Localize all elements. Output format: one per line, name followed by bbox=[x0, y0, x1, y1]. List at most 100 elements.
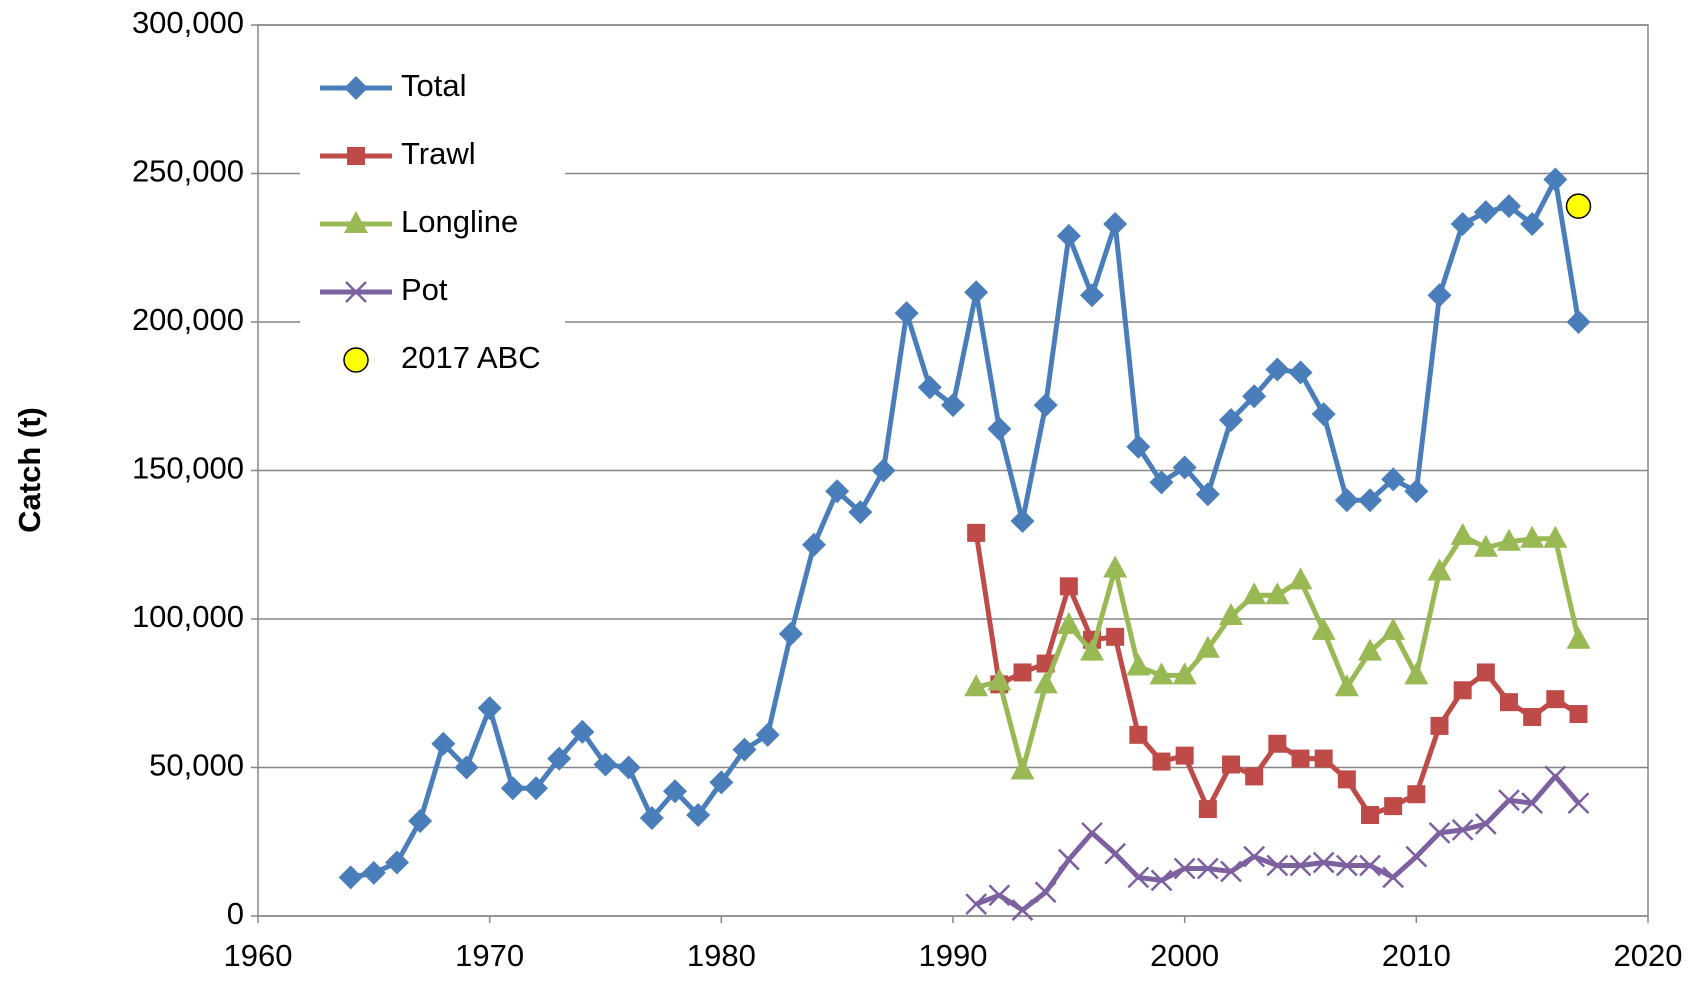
data-point bbox=[454, 755, 479, 780]
data-point bbox=[616, 755, 641, 780]
data-point bbox=[385, 850, 409, 875]
data-point bbox=[1361, 806, 1379, 825]
data-point bbox=[431, 731, 456, 756]
data-point bbox=[1103, 555, 1128, 578]
data-point bbox=[1334, 488, 1359, 513]
data-point bbox=[1314, 749, 1333, 768]
data-point bbox=[547, 746, 572, 771]
data-point bbox=[1430, 716, 1449, 735]
data-point bbox=[1242, 582, 1267, 605]
data-point bbox=[1010, 508, 1035, 533]
data-point bbox=[732, 737, 757, 762]
data-point bbox=[871, 458, 896, 483]
data-point bbox=[1543, 167, 1568, 192]
data-point bbox=[1474, 813, 1497, 835]
data-point bbox=[1080, 283, 1104, 308]
legend-label: Total bbox=[401, 68, 466, 103]
data-point bbox=[1566, 626, 1591, 649]
series-line bbox=[975, 773, 1581, 913]
data-point bbox=[1521, 792, 1544, 815]
data-point bbox=[1222, 755, 1240, 774]
data-point bbox=[825, 479, 850, 504]
data-point bbox=[1546, 690, 1565, 709]
data-point bbox=[1404, 479, 1429, 504]
data-point bbox=[964, 280, 989, 305]
data-point bbox=[967, 523, 986, 542]
data-point bbox=[1103, 211, 1128, 236]
data-point bbox=[1312, 851, 1335, 874]
data-point bbox=[1195, 635, 1220, 658]
data-point bbox=[1175, 746, 1194, 765]
data-point bbox=[1288, 360, 1313, 385]
data-point bbox=[1567, 792, 1590, 815]
data-point bbox=[1172, 455, 1197, 480]
data-point bbox=[1011, 899, 1034, 921]
x-tick-label: 2010 bbox=[1382, 938, 1451, 973]
data-point bbox=[1242, 384, 1267, 409]
data-point bbox=[1384, 797, 1403, 816]
data-point bbox=[941, 393, 965, 418]
data-point bbox=[1265, 582, 1290, 605]
data-point bbox=[1129, 725, 1148, 744]
y-tick-label: 0 bbox=[227, 896, 244, 931]
data-point bbox=[1291, 749, 1310, 768]
data-point bbox=[639, 805, 664, 830]
data-point bbox=[1565, 193, 1592, 219]
data-point bbox=[802, 532, 826, 557]
data-point bbox=[1057, 848, 1080, 871]
data-point bbox=[1451, 818, 1474, 841]
data-point bbox=[361, 860, 386, 885]
y-tick-label: 100,000 bbox=[132, 599, 244, 634]
data-point bbox=[1335, 854, 1358, 877]
data-point bbox=[1337, 770, 1356, 789]
data-point bbox=[1243, 845, 1266, 868]
data-point bbox=[1127, 866, 1150, 889]
data-point bbox=[1334, 674, 1359, 697]
data-point bbox=[1106, 627, 1125, 646]
data-point bbox=[1198, 800, 1217, 819]
plot-frame bbox=[257, 24, 1649, 917]
data-point bbox=[500, 776, 525, 801]
data-point bbox=[1013, 663, 1032, 682]
data-point bbox=[987, 416, 1012, 441]
data-point bbox=[1149, 470, 1174, 495]
data-point bbox=[1195, 482, 1220, 507]
x-tick-label: 1990 bbox=[919, 938, 988, 973]
data-point bbox=[1104, 842, 1127, 865]
data-point bbox=[1358, 488, 1382, 513]
data-point bbox=[1033, 393, 1058, 418]
data-point bbox=[1056, 223, 1081, 248]
data-point bbox=[988, 884, 1011, 907]
data-point bbox=[1219, 408, 1243, 433]
data-point bbox=[524, 776, 548, 801]
data-point bbox=[663, 779, 687, 804]
data-point bbox=[1126, 653, 1151, 676]
data-point bbox=[686, 803, 711, 828]
data-point bbox=[1427, 283, 1452, 308]
data-point bbox=[1476, 663, 1495, 682]
y-tick-label: 50,000 bbox=[149, 748, 244, 783]
data-point bbox=[755, 722, 780, 747]
data-point bbox=[778, 621, 803, 646]
legend-marker bbox=[347, 147, 365, 165]
data-point bbox=[477, 696, 502, 721]
legend-marker bbox=[344, 211, 368, 233]
data-point bbox=[917, 375, 942, 400]
data-point bbox=[1150, 869, 1173, 892]
data-point bbox=[1520, 211, 1545, 236]
x-tick-label: 2020 bbox=[1614, 938, 1683, 973]
data-point bbox=[1381, 617, 1406, 640]
x-tick-label: 1980 bbox=[687, 938, 756, 973]
data-point bbox=[1450, 211, 1475, 236]
legend-label: Trawl bbox=[401, 136, 476, 171]
data-point bbox=[1473, 534, 1498, 557]
data-point bbox=[1219, 603, 1243, 626]
y-tick-label: 200,000 bbox=[132, 302, 244, 337]
data-point bbox=[894, 301, 919, 326]
y-axis-label: Catch (t) bbox=[12, 407, 47, 533]
x-tick-label: 1970 bbox=[455, 938, 524, 973]
data-point bbox=[1500, 693, 1518, 712]
data-point bbox=[1311, 617, 1336, 640]
x-tick-label: 2000 bbox=[1150, 938, 1219, 973]
